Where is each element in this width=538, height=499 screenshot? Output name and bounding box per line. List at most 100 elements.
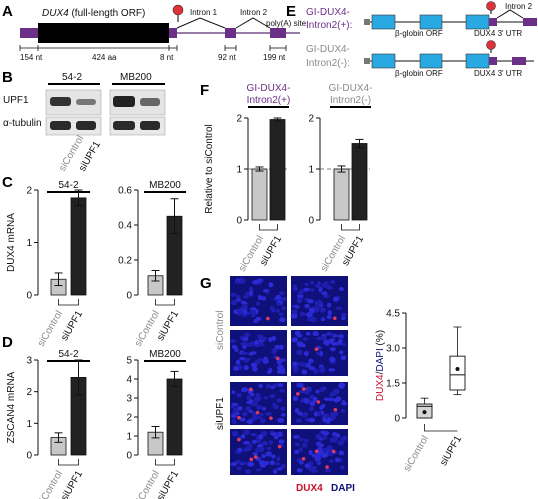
y-tick-label: 5 — [126, 356, 132, 367]
g-legend-dux4: DUX4 — [296, 483, 323, 494]
stop-codon-icon — [486, 40, 496, 50]
y-tick-label: 3 — [126, 394, 132, 405]
y-tick-label: 3 — [26, 356, 32, 367]
y-axis-label-part: DUX4 — [375, 374, 386, 401]
y-tick-label: 0.4 — [118, 221, 132, 232]
box — [449, 355, 466, 391]
y-tick-label: 0.2 — [118, 256, 132, 267]
len-92: 92 nt — [218, 53, 237, 62]
chart-title: Intron2(+) — [247, 95, 291, 106]
chart-title: 54-2 — [58, 180, 78, 191]
chart-title: GI-DUX4- — [329, 83, 373, 94]
x-tick-label: siControl — [402, 434, 431, 474]
x-tick-label: siControl — [319, 234, 348, 274]
panel-label-e: E — [286, 3, 296, 20]
b-cell-line-2: MB200 — [120, 72, 152, 83]
chart-title: MB200 — [149, 349, 181, 360]
x-tick-label: siUPF1 — [438, 434, 464, 468]
category-bracket — [341, 224, 360, 231]
b-cell-line-1: 54-2 — [62, 72, 82, 83]
e-intron2-label: Intron 2 — [505, 2, 533, 11]
x-tick-label: siControl — [133, 309, 162, 349]
dapi-nuclei — [230, 277, 348, 475]
exon3 — [270, 28, 286, 38]
y-tick-label: 2 — [26, 186, 32, 197]
bar — [333, 168, 350, 221]
y-tick-label: 1 — [236, 165, 242, 176]
y-tick-label: 0.6 — [118, 186, 132, 197]
bar — [166, 378, 183, 456]
length-brackets — [19, 45, 287, 51]
exon2 — [225, 28, 236, 38]
len-orf: 424 aa — [92, 53, 117, 62]
e-utr3-label-2: DUX4 3' UTR — [474, 69, 522, 78]
bar — [251, 168, 268, 221]
chart-title: MB200 — [149, 180, 181, 191]
y-tick-label: 0 — [126, 291, 132, 302]
mean-point — [455, 367, 460, 371]
category-bracket — [259, 224, 278, 231]
intron2-line — [235, 17, 271, 29]
western-blot-tubulin — [45, 116, 166, 136]
panel-label-g: G — [200, 275, 212, 292]
y-tick-label: 0 — [236, 216, 242, 227]
y-axis-label-part: (%) — [375, 330, 386, 348]
y-tick-label: 1 — [26, 238, 32, 249]
chart-title: GI-DUX4- — [247, 83, 291, 94]
len-8: 8 nt — [160, 53, 174, 62]
category-bracket — [155, 459, 175, 466]
western-blot-upf1 — [45, 89, 166, 116]
y-tick-label: 2 — [126, 413, 132, 424]
y-tick-label: 0 — [26, 451, 32, 462]
len-utr5: 154 nt — [20, 53, 43, 62]
y-tick-label: 4.5 — [386, 309, 400, 320]
gene-title-italic: DUX4 — [42, 8, 69, 19]
y-axis-label: ZSCAN4 mRNA — [6, 371, 17, 443]
bar — [351, 143, 368, 221]
y-tick-label: 0 — [394, 414, 400, 425]
e-beta-globin-label-2: β-globin ORF — [395, 69, 443, 78]
bar — [269, 119, 286, 221]
e-construct-minus-a: GI-DUX4- — [306, 44, 350, 55]
utr5-exon — [20, 28, 38, 38]
chart-title: 54-2 — [58, 349, 78, 360]
exon1-tail — [169, 28, 177, 38]
construct-minus-diagram — [364, 40, 534, 69]
panel-label-d: D — [2, 334, 13, 351]
y-axis-label: Relative to siControl — [204, 124, 215, 213]
y-axis-label: DUX4/DAPI (%) — [375, 330, 386, 401]
y-tick-label: 1.5 — [386, 379, 400, 390]
category-bracket — [424, 424, 458, 432]
y-axis-label: DUX4 mRNA — [6, 213, 17, 272]
orf-exon — [38, 23, 169, 43]
e-beta-globin-label-1: β-globin ORF — [395, 29, 443, 38]
y-axis-label-part: / — [375, 371, 386, 374]
y-tick-label: 4 — [126, 375, 132, 386]
e-construct-minus-b: Intron2(-): — [306, 58, 350, 69]
panel-label-f: F — [200, 82, 209, 99]
y-tick-label: 0 — [26, 291, 32, 302]
chart-g-boxplot: 0 1.5 3.0 4.5 siControl siUPF1 DUX4/DAPI (%) — [375, 309, 466, 474]
y-tick-label: 2 — [236, 114, 242, 125]
polya-label: poly(A) site — [266, 19, 307, 28]
y-tick-label: 1 — [308, 165, 314, 176]
y-tick-label: 0 — [308, 216, 314, 227]
panel-label-c: C — [2, 174, 13, 191]
stop-codon-icon — [172, 4, 184, 16]
e-construct-plus-b: Intron2(+): — [306, 20, 352, 31]
intron2-label: Intron 2 — [240, 8, 268, 17]
category-bracket — [155, 299, 175, 306]
e-construct-plus-a: GI-DUX4- — [306, 7, 350, 18]
y-tick-label: 3.0 — [386, 344, 400, 355]
category-bracket — [58, 299, 79, 306]
g-legend-dapi: DAPI — [331, 483, 355, 494]
intron1-line — [176, 17, 226, 29]
intron1-label: Intron 1 — [190, 8, 218, 17]
x-tick-label: siControl — [237, 234, 266, 274]
